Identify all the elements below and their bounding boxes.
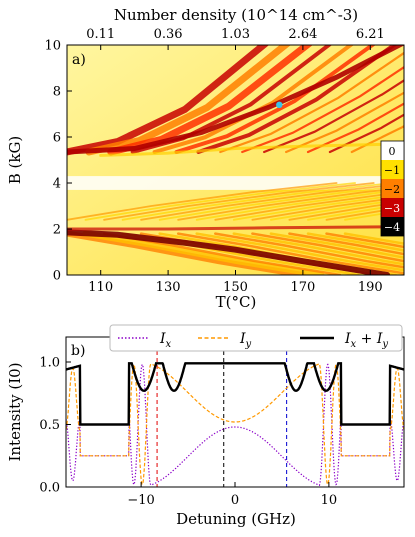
legend: Ix Iy Ix + Iy xyxy=(109,324,403,352)
heatmap-fringe xyxy=(140,182,404,221)
heatmap-fringe xyxy=(251,232,404,263)
colorbar-tick-label: −2 xyxy=(384,183,400,196)
heatmap-fringe xyxy=(214,190,404,221)
heatmap-fringe xyxy=(263,79,404,154)
heatmap-fringe xyxy=(285,91,404,154)
colorbar-tick-label: −4 xyxy=(384,221,400,234)
heatmap-fringe xyxy=(241,65,404,154)
heatmap-fringe xyxy=(270,198,404,221)
x-tick-label: 10 xyxy=(321,493,338,508)
colorbar-cell xyxy=(381,141,404,160)
x-tick-label: 170 xyxy=(290,280,315,295)
colorbar-tick-label: −3 xyxy=(384,202,400,215)
y-tick-label: 0.5 xyxy=(39,418,60,433)
heatmap-fringe xyxy=(325,232,404,249)
colorbar-cell xyxy=(381,217,404,236)
x-tick-label: 150 xyxy=(223,280,248,295)
heatmap-fringe xyxy=(67,45,404,155)
colorbar-cell xyxy=(381,160,404,179)
series-iy-line xyxy=(66,362,404,486)
heatmap-fringe xyxy=(219,51,404,154)
heatmap-fringe xyxy=(99,142,404,157)
top-tick-label: 0.36 xyxy=(154,27,183,42)
colorbar-tick-label: 0 xyxy=(389,145,396,158)
heatmap-fringe xyxy=(195,188,404,221)
top-tick-label: 2.64 xyxy=(288,27,317,42)
panel-b-label: b) xyxy=(71,343,85,359)
heatmap-fringe xyxy=(103,182,375,221)
y-tick-label: 0.0 xyxy=(39,481,60,496)
heatmap-fringe xyxy=(177,186,404,221)
colorbar-cell xyxy=(381,198,404,217)
legend-label-sum: Ix + Iy xyxy=(344,331,388,350)
heatmap-fringe xyxy=(67,182,338,221)
colorbar-frame xyxy=(380,140,405,237)
heatmap-fringe xyxy=(84,182,356,221)
heatmap-fringe xyxy=(269,232,404,259)
series-sum-line xyxy=(66,362,404,426)
heatmap-fringe xyxy=(350,124,404,154)
heatmap-fringe xyxy=(67,229,391,275)
heatmap-marker xyxy=(276,101,283,109)
x-tick-label: 0 xyxy=(231,493,239,508)
heatmap-fringe xyxy=(214,232,404,269)
y-tick-label: 2 xyxy=(53,223,61,238)
panel-a-top-axis-label: Number density (10^14 cm^-3) xyxy=(114,6,358,24)
heatmap-fringe xyxy=(121,182,394,221)
heatmap-fringe xyxy=(306,102,404,154)
legend-box xyxy=(109,324,403,352)
y-tick-label: 8 xyxy=(53,85,61,100)
panel-a-ylabel: B (kG) xyxy=(6,136,24,185)
panel-b: b) −10 0 10 0.0 0.5 1.0 Detuning (GHz) Intens… xyxy=(6,324,405,528)
top-tick-label: 0.11 xyxy=(86,27,115,42)
panel-b-xlabel: Detuning (GHz) xyxy=(176,510,296,528)
heatmap-fringe xyxy=(232,232,404,266)
x-tick-label: −10 xyxy=(127,493,154,508)
x-tick-label: 110 xyxy=(88,280,113,295)
series-ix-line xyxy=(66,363,404,487)
heatmap-fringe xyxy=(85,45,291,156)
panel-a-xlabel: T(°C) xyxy=(216,293,257,311)
panel-a: a) 0 −1 −2 −3 −4 110 130 150 170 190 0 2 4 6 8 10 0.11 0… xyxy=(6,6,405,311)
y-tick-label: 10 xyxy=(44,39,61,54)
heatmap-field xyxy=(67,45,404,275)
x-tick-label: 130 xyxy=(156,280,181,295)
panel-a-label: a) xyxy=(72,52,86,68)
heatmap-fringe xyxy=(328,113,404,154)
y-tick-label: 0 xyxy=(53,269,61,284)
heatmap-fringe xyxy=(196,45,398,154)
heatmap-fringe xyxy=(288,200,404,221)
top-tick-label: 6.21 xyxy=(356,27,385,42)
heatmap-fringe xyxy=(174,45,376,154)
y-tick-label: 6 xyxy=(53,131,61,146)
heatmap-fringe xyxy=(232,193,404,221)
heatmap-fringe xyxy=(288,232,404,256)
heatmap-fringe xyxy=(67,45,270,156)
top-tick-label: 1.03 xyxy=(221,27,250,42)
heatmap-fringe xyxy=(306,232,404,252)
x-tick-label: 190 xyxy=(358,280,383,295)
panel-b-plot-area xyxy=(66,337,404,487)
legend-label-ix: Ix xyxy=(159,331,172,350)
y-tick-label: 1.0 xyxy=(39,356,60,371)
heatmap-fringe xyxy=(343,232,404,245)
y-tick-label: 4 xyxy=(53,177,61,192)
colorbar-tick-label: −1 xyxy=(384,164,400,177)
heatmap-fringe xyxy=(195,232,404,272)
heatmap-fringe xyxy=(325,206,404,221)
heatmap-fringe xyxy=(67,225,404,231)
panel-b-ylabel: Intensity (I0) xyxy=(6,362,24,461)
colorbar: 0 −1 −2 −3 −4 xyxy=(380,140,405,237)
heatmap-fringe xyxy=(82,230,325,275)
legend-label-iy: Iy xyxy=(239,331,252,350)
colorbar-cell xyxy=(381,179,404,198)
heatmap-fringe xyxy=(307,203,404,221)
heatmap-fringe xyxy=(176,232,404,275)
